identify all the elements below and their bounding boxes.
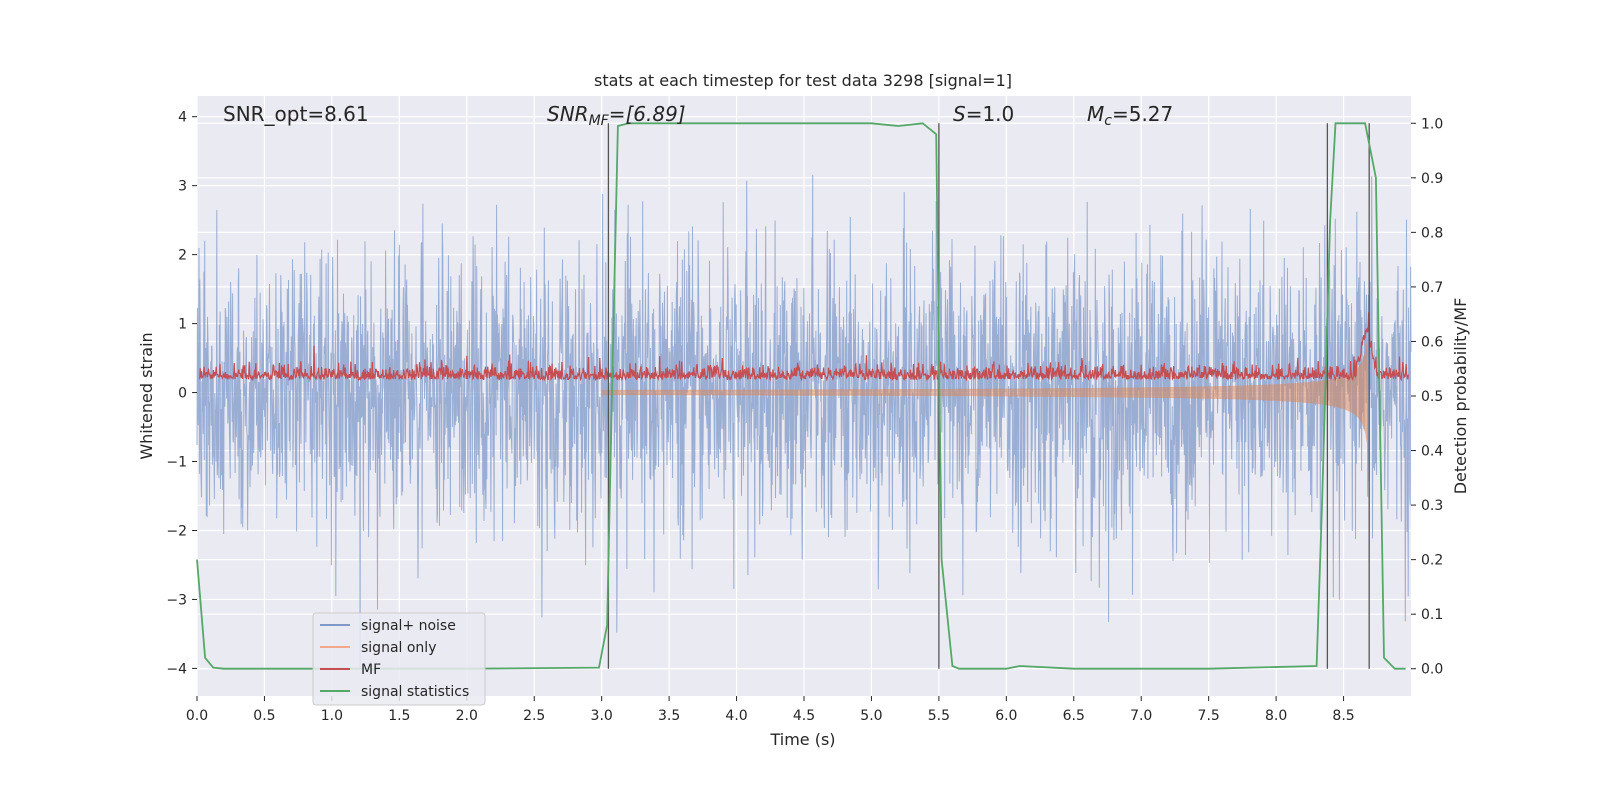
x-tick-label: 0.0 (186, 708, 208, 724)
y-right-tick-label: 1.0 (1421, 116, 1443, 132)
x-tick-label: 4.5 (793, 708, 815, 724)
x-tick-label: 3.0 (591, 708, 613, 724)
annotation-snr-opt: SNR_opt=8.61 (223, 102, 369, 126)
signal-noise-line (196, 174, 1412, 669)
signal-statistics-line (196, 122, 1406, 670)
x-tick-label: 7.0 (1130, 708, 1152, 724)
signal-only-envelope (601, 340, 1368, 445)
x-tick-label: 1.5 (388, 708, 410, 724)
legend-label-signal-statistics: signal statistics (361, 684, 469, 700)
y-right-tick-label: 0.9 (1421, 171, 1443, 187)
x-tick-label: 8.5 (1332, 708, 1354, 724)
y-left-tick-label: 1 (178, 317, 187, 333)
x-tick-label: 8.0 (1265, 708, 1287, 724)
annotation-mc-symbol: M (1087, 102, 1104, 126)
y-right-tick-label: 0.7 (1421, 280, 1443, 296)
annotation-s-value: =1.0 (966, 102, 1015, 126)
annotation-s: S=1.0 (953, 102, 1014, 126)
y-left-tick-label: −3 (166, 592, 187, 608)
signal-noise-series (196, 174, 1412, 669)
y-left-tick-label: 4 (178, 110, 187, 126)
annotation-snr-mf: SNRMF=[6.89] (547, 102, 686, 129)
y-left-tick-label: 2 (178, 248, 187, 264)
annotation-snr-mf-symbol: SNR (547, 102, 589, 126)
x-tick-label: 0.5 (253, 708, 275, 724)
y-left-tick-label: 3 (178, 179, 187, 195)
y-right-tick-label: 0.6 (1421, 334, 1443, 350)
x-tick-label: 3.5 (658, 708, 680, 724)
y-right-tick-label: 0.1 (1421, 607, 1443, 623)
x-tick-label: 1.0 (321, 708, 343, 724)
y-axis-right-label: Detection probability/MF (1451, 298, 1470, 495)
y-right-tick-label: 0.2 (1421, 553, 1443, 569)
x-tick-label: 6.5 (1063, 708, 1085, 724)
x-tick-label: 4.0 (725, 708, 747, 724)
x-tick-label: 5.5 (928, 708, 950, 724)
x-tick-label: 2.5 (523, 708, 545, 724)
legend-label-signal-only: signal only (361, 640, 436, 656)
legend-box (312, 612, 486, 706)
x-tick-label: 5.0 (860, 708, 882, 724)
annotation-snr-mf-value: =[6.89] (609, 102, 686, 126)
signal-only-series (601, 340, 1368, 445)
y-left-tick-label: 0 (178, 386, 187, 402)
x-tick-label: 7.5 (1198, 708, 1220, 724)
annotation-mc-value: =5.27 (1112, 102, 1173, 126)
annotation-mc: Mc=5.27 (1087, 102, 1173, 129)
annotation-s-symbol: S (953, 102, 966, 126)
y-right-tick-label: 0.0 (1421, 662, 1443, 678)
axis-ticks: 0.0 0.5 1.0 1.5 2.0 2.5 3.0 3.5 4.0 4.5 5.0 5.5 6.0 6… (166, 110, 1443, 724)
y-right-tick-label: 0.4 (1421, 444, 1443, 460)
y-left-tick-label: −4 (166, 661, 187, 677)
signal-statistics-series (196, 122, 1406, 670)
x-tick-label: 2.0 (456, 708, 478, 724)
y-right-tick-label: 0.3 (1421, 498, 1443, 514)
annotation-snr-mf-sub: MF (589, 113, 610, 129)
y-right-tick-label: 0.5 (1421, 389, 1443, 405)
mf-line (199, 312, 1409, 382)
y-left-tick-label: −2 (166, 523, 187, 539)
legend-label-mf: MF (361, 662, 381, 678)
legend: signal+ noise signal only MF signal stat… (312, 612, 486, 706)
y-axis-left-label: Whitened strain (137, 332, 156, 459)
annotation-mc-sub: c (1104, 113, 1112, 129)
y-right-tick-label: 0.8 (1421, 225, 1443, 241)
mf-series (199, 312, 1409, 382)
legend-label-signal-noise: signal+ noise (361, 618, 456, 634)
y-left-tick-label: −1 (166, 455, 187, 471)
x-tick-label: 6.0 (995, 708, 1017, 724)
x-axis-label: Time (s) (769, 730, 835, 749)
chart-title: stats at each timestep for test data 329… (594, 71, 1012, 90)
